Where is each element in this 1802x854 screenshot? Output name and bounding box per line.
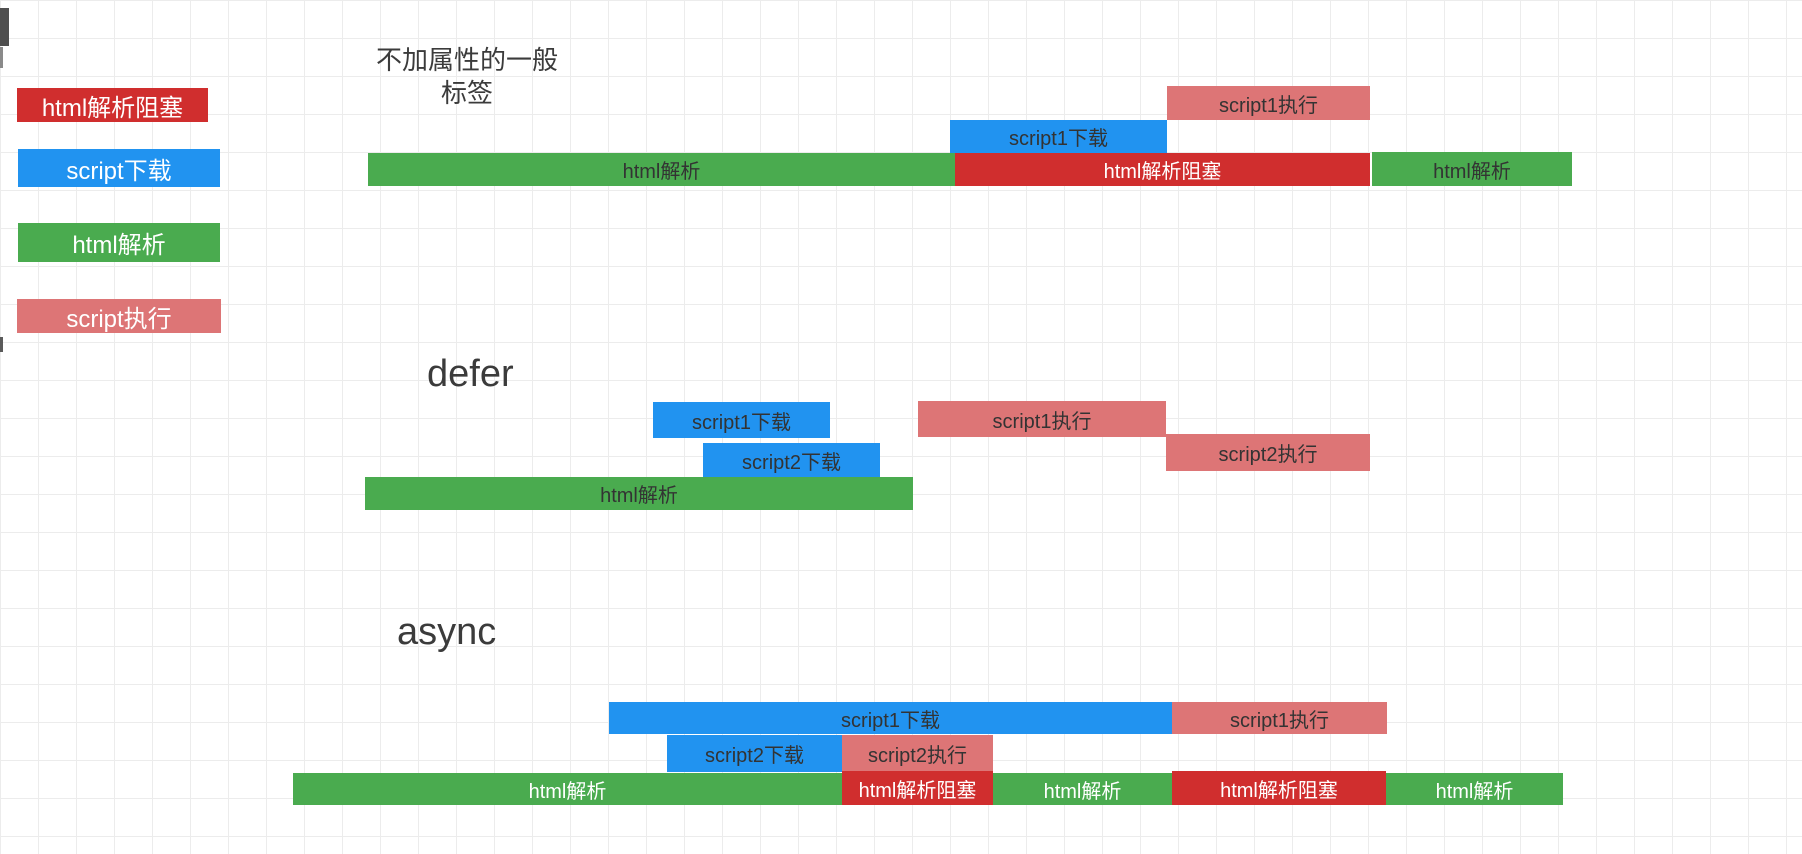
legend-bar-download[interactable]: script下载 (18, 149, 220, 187)
section-title-normal[interactable]: 不加属性的一般 标签 (347, 44, 587, 109)
defer-bar-parse[interactable]: html解析 (365, 477, 913, 510)
async-bar-download[interactable]: script2下载 (667, 735, 842, 772)
canvas-edge-shape[interactable] (0, 47, 3, 68)
normal-bar-parse[interactable]: html解析 (368, 153, 955, 186)
defer-bar-download[interactable]: script2下载 (703, 443, 880, 478)
async-bar-parse[interactable]: html解析 (1386, 773, 1563, 805)
normal-bar-blocked[interactable]: html解析阻塞 (955, 153, 1370, 186)
section-title-normal-line2: 标签 (440, 77, 493, 108)
async-bar-parse[interactable]: html解析 (993, 773, 1172, 805)
async-bar-blocked[interactable]: html解析阻塞 (842, 771, 993, 805)
normal-bar-execute[interactable]: script1执行 (1167, 86, 1370, 120)
canvas-edge-shape[interactable] (0, 8, 9, 46)
defer-bar-execute[interactable]: script1执行 (918, 401, 1166, 437)
legend-bar-parse[interactable]: html解析 (18, 223, 220, 262)
async-bar-execute[interactable]: script2执行 (842, 735, 993, 772)
async-bar-execute[interactable]: script1执行 (1172, 702, 1387, 734)
section-title-defer[interactable]: defer (427, 353, 514, 395)
canvas-edge-shape[interactable] (0, 337, 3, 352)
section-title-async[interactable]: async (397, 611, 497, 653)
legend-bar-blocked[interactable]: html解析阻塞 (17, 88, 208, 122)
normal-bar-download[interactable]: script1下载 (950, 120, 1167, 153)
async-bar-blocked[interactable]: html解析阻塞 (1172, 771, 1386, 805)
normal-bar-parse[interactable]: html解析 (1372, 152, 1572, 186)
defer-bar-execute[interactable]: script2执行 (1166, 434, 1370, 471)
async-bar-parse[interactable]: html解析 (293, 773, 842, 805)
async-bar-download[interactable]: script1下载 (609, 702, 1172, 734)
legend-bar-execute[interactable]: script执行 (17, 299, 221, 333)
defer-bar-download[interactable]: script1下载 (653, 402, 830, 438)
section-title-normal-line1: 不加属性的一般 (375, 45, 558, 75)
